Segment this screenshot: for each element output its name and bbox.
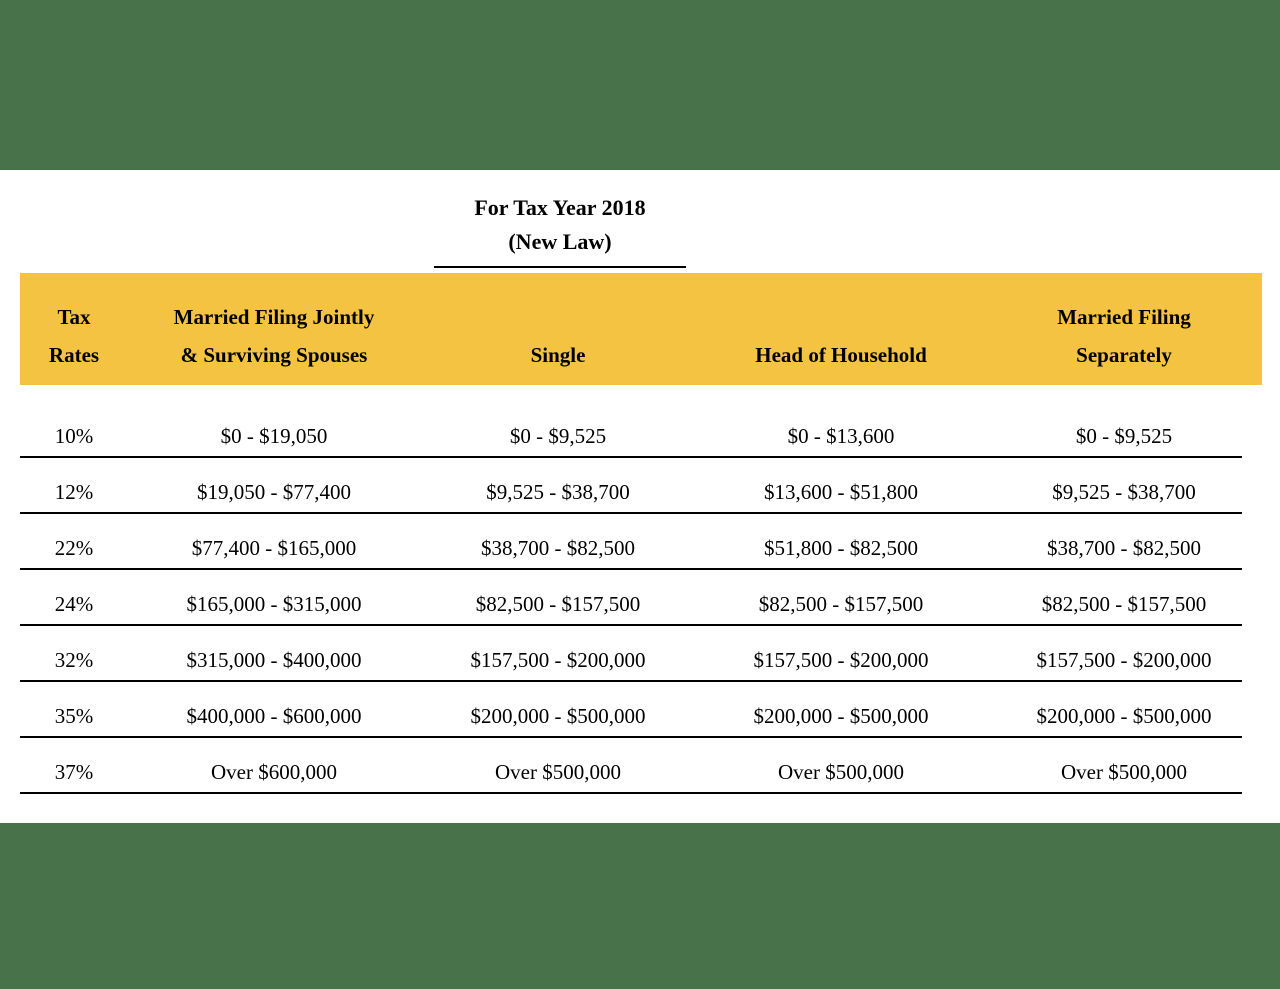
single-bracket-cell: $0 - $9,525: [509, 424, 607, 448]
mfs-bracket-cell: $157,500 - $200,000: [1036, 648, 1212, 672]
mfj-bracket-cell: $0 - $19,050: [220, 424, 328, 448]
hoh-bracket-cell: Over $500,000: [778, 760, 904, 784]
hoh-bracket-cell: $51,800 - $82,500: [764, 536, 918, 560]
mfj-bracket-cell: $165,000 - $315,000: [186, 592, 362, 616]
header-married-filing-jointly: Married Filing Jointly & Surviving Spous…: [128, 298, 420, 374]
mfj-bracket-cell: $315,000 - $400,000: [186, 648, 362, 672]
mfs-bracket-cell: Over $500,000: [1061, 760, 1187, 784]
single-bracket-cell: $157,500 - $200,000: [470, 648, 646, 672]
bottom-green-band: [0, 823, 1280, 989]
tax-rate-cell: 35%: [54, 704, 94, 728]
table-row: 22% $77,400 - $165,000 $38,700 - $82,500…: [20, 514, 1262, 570]
mfs-bracket-cell: $0 - $9,525: [1075, 424, 1173, 448]
header-tax-rates: Tax Rates: [20, 298, 128, 374]
table-title: For Tax Year 2018 (New Law): [434, 191, 686, 268]
header-single: Single: [420, 336, 696, 374]
header-line: Tax: [57, 305, 91, 329]
hoh-bracket-cell: $82,500 - $157,500: [758, 592, 924, 616]
header-line: Married Filing: [1057, 305, 1191, 329]
mfs-bracket-cell: $82,500 - $157,500: [1041, 592, 1207, 616]
single-bracket-cell: $38,700 - $82,500: [481, 536, 635, 560]
hoh-bracket-cell: $157,500 - $200,000: [753, 648, 929, 672]
table-row: 24% $165,000 - $315,000 $82,500 - $157,5…: [20, 570, 1262, 626]
table-row: 10% $0 - $19,050 $0 - $9,525 $0 - $13,60…: [20, 385, 1262, 458]
mfs-bracket-cell: $9,525 - $38,700: [1052, 480, 1196, 504]
header-married-filing-separately: Married Filing Separately: [986, 298, 1262, 374]
title-line-2: (New Law): [508, 229, 612, 254]
header-line: Separately: [1076, 343, 1172, 367]
top-green-band: [0, 0, 1280, 170]
tax-rate-cell: 12%: [54, 480, 94, 504]
tax-rate-cell: 37%: [54, 760, 94, 784]
hoh-bracket-cell: $0 - $13,600: [787, 424, 895, 448]
single-bracket-cell: Over $500,000: [495, 760, 621, 784]
tax-rate-cell: 24%: [54, 592, 94, 616]
tax-table-body: 10% $0 - $19,050 $0 - $9,525 $0 - $13,60…: [20, 385, 1262, 794]
header-line: Single: [530, 343, 586, 367]
title-line-1: For Tax Year 2018: [474, 195, 646, 220]
mfs-bracket-cell: $38,700 - $82,500: [1047, 536, 1201, 560]
tax-rate-cell: 10%: [54, 424, 94, 448]
single-bracket-cell: $9,525 - $38,700: [486, 480, 630, 504]
header-head-of-household: Head of Household: [696, 336, 986, 374]
hoh-bracket-cell: $13,600 - $51,800: [764, 480, 918, 504]
single-bracket-cell: $82,500 - $157,500: [475, 592, 641, 616]
single-bracket-cell: $200,000 - $500,000: [470, 704, 646, 728]
header-line: Head of Household: [755, 343, 927, 367]
hoh-bracket-cell: $200,000 - $500,000: [753, 704, 929, 728]
table-row: 12% $19,050 - $77,400 $9,525 - $38,700 $…: [20, 458, 1262, 514]
table-row: 37% Over $600,000 Over $500,000 Over $50…: [20, 738, 1262, 794]
mfj-bracket-cell: $19,050 - $77,400: [197, 480, 351, 504]
table-row: 35% $400,000 - $600,000 $200,000 - $500,…: [20, 682, 1262, 738]
mfj-bracket-cell: $77,400 - $165,000: [191, 536, 357, 560]
tax-rate-cell: 22%: [54, 536, 94, 560]
mfj-bracket-cell: Over $600,000: [211, 760, 337, 784]
header-line: Married Filing Jointly: [173, 305, 375, 329]
mfs-bracket-cell: $200,000 - $500,000: [1036, 704, 1212, 728]
header-line: Rates: [48, 343, 100, 367]
mfj-bracket-cell: $400,000 - $600,000: [186, 704, 362, 728]
header-line: & Surviving Spouses: [180, 343, 368, 367]
table-row: 32% $315,000 - $400,000 $157,500 - $200,…: [20, 626, 1262, 682]
table-header-row: Tax Rates Married Filing Jointly & Survi…: [20, 273, 1262, 385]
tax-rate-cell: 32%: [54, 648, 94, 672]
